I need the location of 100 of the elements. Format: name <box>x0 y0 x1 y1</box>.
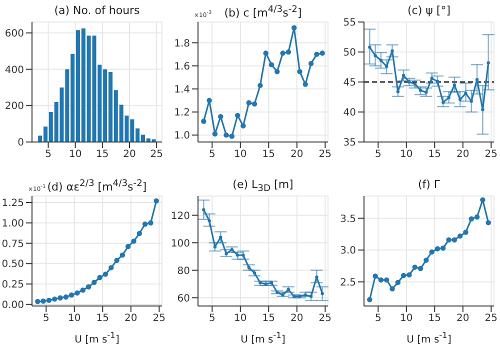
x-tick-label: 10 <box>68 149 82 160</box>
x-tick-label: 10 <box>234 313 247 324</box>
y-tick-label: 100 <box>170 238 190 250</box>
y-tick-label: 50 <box>343 48 356 59</box>
y-tick-label: 2.5 <box>340 277 356 288</box>
x-tick-label: 15 <box>96 313 110 324</box>
point <box>474 214 480 220</box>
point <box>224 132 229 138</box>
y-tick-label: 1.4 <box>174 84 190 96</box>
x-tick-label: 15 <box>96 149 109 160</box>
point <box>302 82 308 87</box>
y-tick-label: 40 <box>343 108 356 119</box>
point <box>436 80 440 83</box>
point <box>372 274 378 279</box>
point <box>234 112 240 118</box>
point <box>263 50 268 56</box>
x-tick-label: 5 <box>374 149 382 160</box>
y-tick-label: 1.0 <box>174 130 190 142</box>
point <box>464 92 468 95</box>
x-tick-label: 15 <box>262 313 276 324</box>
point <box>208 219 211 222</box>
point <box>224 252 228 256</box>
point <box>52 296 58 302</box>
x-tick-label: 20 <box>456 149 470 160</box>
point <box>212 131 218 137</box>
point <box>274 69 280 74</box>
point <box>201 118 206 124</box>
point <box>114 258 120 263</box>
point <box>252 101 258 107</box>
chart-title: (f) Γ <box>416 178 442 191</box>
point <box>424 90 428 94</box>
point <box>402 74 406 77</box>
point <box>206 98 212 104</box>
point <box>457 233 463 239</box>
x-tick-label: 20 <box>123 149 136 160</box>
chart-title: (e) L$_{3D}$ [m] <box>232 178 294 194</box>
point <box>320 292 324 296</box>
point <box>395 280 401 286</box>
point <box>486 61 490 64</box>
y-tick-label: 55 <box>343 18 356 29</box>
point <box>213 245 217 248</box>
y-tick-label: 0.25 <box>2 280 24 291</box>
point <box>246 100 252 106</box>
point <box>218 114 224 120</box>
x-tick-label: 10 <box>400 313 413 324</box>
point <box>219 236 222 239</box>
point <box>367 297 372 302</box>
x-tick-label: 25 <box>484 149 498 160</box>
y-tick-label: 1.6 <box>174 61 190 72</box>
x-tick-label: 25 <box>318 313 332 324</box>
line-series <box>202 208 324 298</box>
point <box>412 264 418 270</box>
point <box>446 237 452 242</box>
y-tick-label: 0.50 <box>2 259 24 270</box>
point <box>384 277 390 283</box>
point <box>374 54 377 58</box>
chart-title: (a) No. of hours <box>53 4 141 17</box>
chart-title: (c) ψ [°] <box>406 4 452 17</box>
point <box>148 220 154 226</box>
point <box>108 265 114 270</box>
y-tick-label: 60 <box>177 293 190 304</box>
point <box>258 82 263 88</box>
x-tick-label: 20 <box>290 149 304 160</box>
point <box>46 298 52 303</box>
point <box>486 220 491 226</box>
point <box>58 295 63 300</box>
y-tick-label: 1.25 <box>2 198 24 210</box>
point <box>268 62 274 68</box>
point <box>475 78 479 82</box>
chart-title: (d) αε$^{2/3}$ [m$^{4/3}$s$^{-2}$] <box>47 178 147 194</box>
point <box>368 46 372 49</box>
point <box>379 58 383 62</box>
point <box>390 49 394 52</box>
point <box>63 294 69 300</box>
point <box>80 288 86 293</box>
chart-title: (b) c [m$^{4/3}$s$^{-2}$] <box>224 4 302 20</box>
point <box>452 83 456 87</box>
x-tick-label: 5 <box>208 313 216 324</box>
point <box>35 298 40 304</box>
x-tick-label: 5 <box>374 313 382 324</box>
y-tick-label: 45 <box>343 78 356 89</box>
point <box>202 208 206 212</box>
point <box>291 25 297 30</box>
point <box>481 108 484 112</box>
point <box>125 244 131 250</box>
point <box>120 252 126 258</box>
point <box>385 64 388 68</box>
y-tick-label: 80 <box>177 266 190 277</box>
point <box>418 266 424 272</box>
point <box>286 49 292 55</box>
point <box>452 237 458 242</box>
point <box>447 96 450 100</box>
point <box>434 246 440 252</box>
x-tick-label: 20 <box>456 313 470 324</box>
point <box>429 249 434 255</box>
x-tick-label: 5 <box>42 313 50 324</box>
x-tick-label: 15 <box>428 313 442 324</box>
y-tick-label: 35 <box>343 138 356 149</box>
x-tick-label: 25 <box>484 313 498 324</box>
y-tick-label: 3.5 <box>340 214 356 225</box>
